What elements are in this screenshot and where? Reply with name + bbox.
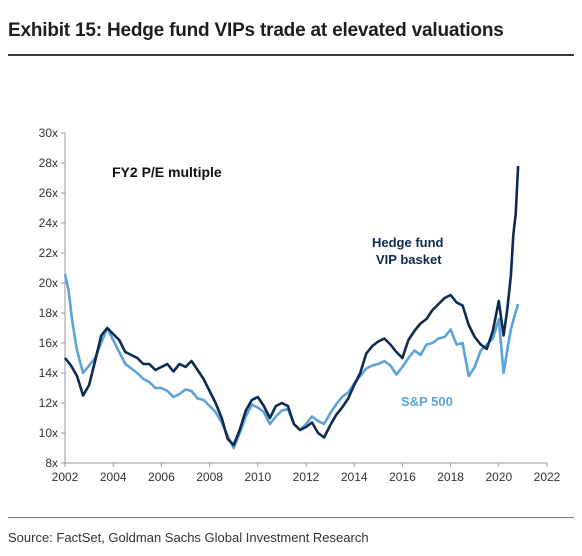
x-tick-label: 2006 — [148, 470, 175, 484]
series-line-sp500 — [63, 273, 520, 450]
source-rule — [8, 517, 574, 518]
y-tick-label: 22x — [39, 246, 58, 260]
x-tick-label: 2012 — [293, 470, 320, 484]
exhibit-title: Exhibit 15: Hedge fund VIPs trade at ele… — [8, 20, 504, 41]
chart-axes — [64, 133, 547, 464]
title-rule — [8, 54, 574, 56]
x-tick-label: 2014 — [341, 470, 368, 484]
series-layer — [63, 165, 520, 450]
y-tick-label: 26x — [39, 186, 58, 200]
source-note: Source: FactSet, Goldman Sachs Global In… — [8, 530, 369, 545]
x-tick-label: 2010 — [244, 470, 271, 484]
annotation-sp500: S&P 500 — [401, 394, 453, 409]
pe-line-chart: 8x 10x 12x 14x 16x 18x 20x 22x 24x 26x 28x 30x 2002… — [39, 126, 561, 484]
y-tick-label: 18x — [39, 306, 58, 320]
annotation-pe-multiple: FY2 P/E multiple — [112, 164, 222, 180]
y-tick-label: 20x — [39, 276, 58, 290]
x-tick-label: 2022 — [534, 470, 561, 484]
x-tick-label: 2016 — [389, 470, 416, 484]
x-tick-label: 2020 — [485, 470, 512, 484]
annotation-hedge-fund: Hedge fund — [372, 235, 444, 250]
y-tick-label: 16x — [39, 336, 58, 350]
y-tick-label: 24x — [39, 216, 58, 230]
x-tick-label: 2002 — [52, 470, 79, 484]
y-tick-label: 10x — [39, 426, 58, 440]
y-tick-labels: 8x 10x 12x 14x 16x 18x 20x 22x 24x 26x 28x 30x — [39, 126, 65, 470]
x-tick-labels: 2002 2004 2006 2008 2010 2012 2014 2016 2018 2020… — [52, 463, 561, 484]
annotation-vip-basket: VIP basket — [376, 252, 442, 267]
x-tick-label: 2018 — [437, 470, 464, 484]
y-tick-label: 28x — [39, 156, 58, 170]
series-line-hedge-fund-vip — [63, 165, 520, 447]
y-tick-label: 30x — [39, 126, 58, 140]
y-tick-label: 12x — [39, 396, 58, 410]
x-tick-label: 2004 — [100, 470, 127, 484]
x-tick-label: 2008 — [196, 470, 223, 484]
y-tick-label: 14x — [39, 366, 58, 380]
y-tick-label: 8x — [45, 456, 58, 470]
